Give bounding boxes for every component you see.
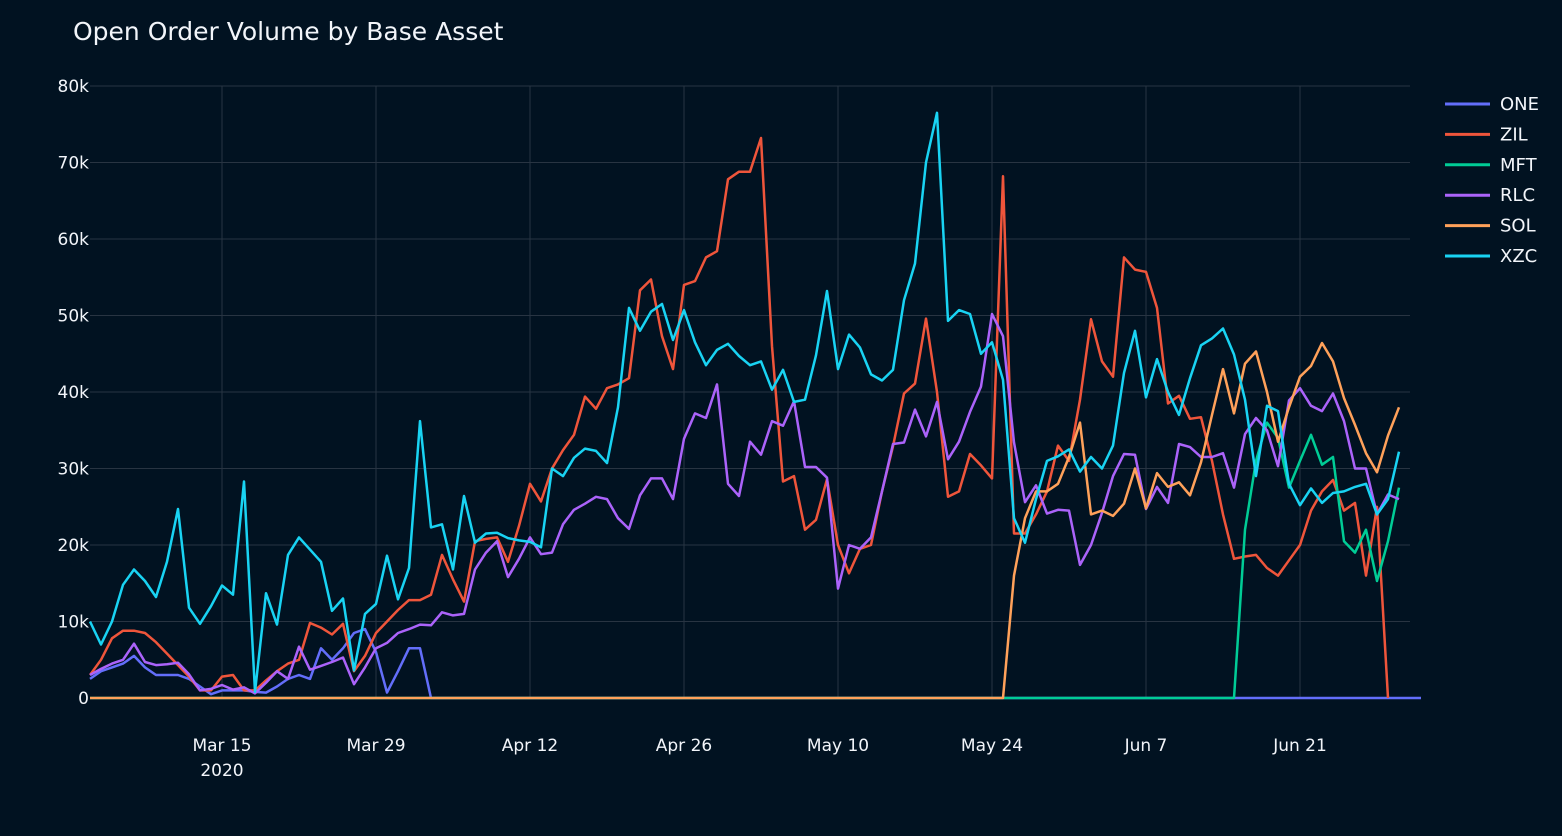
legend-item-one[interactable]: ONE: [1445, 94, 1539, 115]
x-tick-label: Mar 29: [346, 736, 405, 756]
legend-label: ONE: [1500, 94, 1539, 115]
chart-title: Open Order Volume by Base Asset: [73, 17, 504, 46]
series-line-rlc: [89, 312, 1400, 695]
y-tick-label: 70k: [58, 154, 90, 174]
legend-item-zil[interactable]: ZIL: [1445, 124, 1528, 145]
y-tick-label: 60k: [58, 230, 90, 250]
legend-label: ZIL: [1500, 124, 1528, 145]
legend-label: SOL: [1500, 216, 1536, 237]
y-tick-label: 80k: [58, 77, 90, 97]
y-tick-label: 40k: [58, 383, 90, 403]
legend[interactable]: ONE ZIL MFT RLC SOL XZC: [1445, 94, 1539, 267]
legend-item-mft[interactable]: MFT: [1445, 155, 1538, 176]
x-tick-label: Jun 21: [1272, 736, 1327, 756]
x-tick-label: Apr 26: [656, 736, 712, 756]
series-lines: [88, 111, 1421, 700]
series-line-sol: [90, 341, 1401, 700]
legend-item-xzc[interactable]: XZC: [1445, 246, 1537, 267]
legend-label: MFT: [1500, 155, 1538, 176]
x-tick-label: May 10: [807, 736, 869, 756]
x-tick-label: Jun 7: [1124, 736, 1168, 756]
x-tick-label: Apr 12: [502, 736, 558, 756]
y-tick-label: 30k: [58, 460, 90, 480]
y-tick-label: 10k: [58, 613, 90, 633]
axes: Mar 15 2020 Mar 29 Apr 12 Apr 26 May 10 May 24…: [58, 77, 1327, 781]
legend-item-sol[interactable]: SOL: [1445, 216, 1536, 237]
legend-item-rlc[interactable]: RLC: [1445, 185, 1535, 206]
legend-label: XZC: [1500, 246, 1537, 267]
legend-label: RLC: [1500, 185, 1535, 206]
series-line-xzc: [88, 111, 1401, 694]
x-tick-label: May 24: [961, 736, 1023, 756]
y-tick-label: 0: [78, 689, 89, 709]
x-tick-label: Mar 15: [192, 736, 251, 756]
y-tick-label: 20k: [58, 536, 90, 556]
y-tick-label: 50k: [58, 307, 90, 327]
x-tick-sublabel: 2020: [200, 761, 243, 781]
